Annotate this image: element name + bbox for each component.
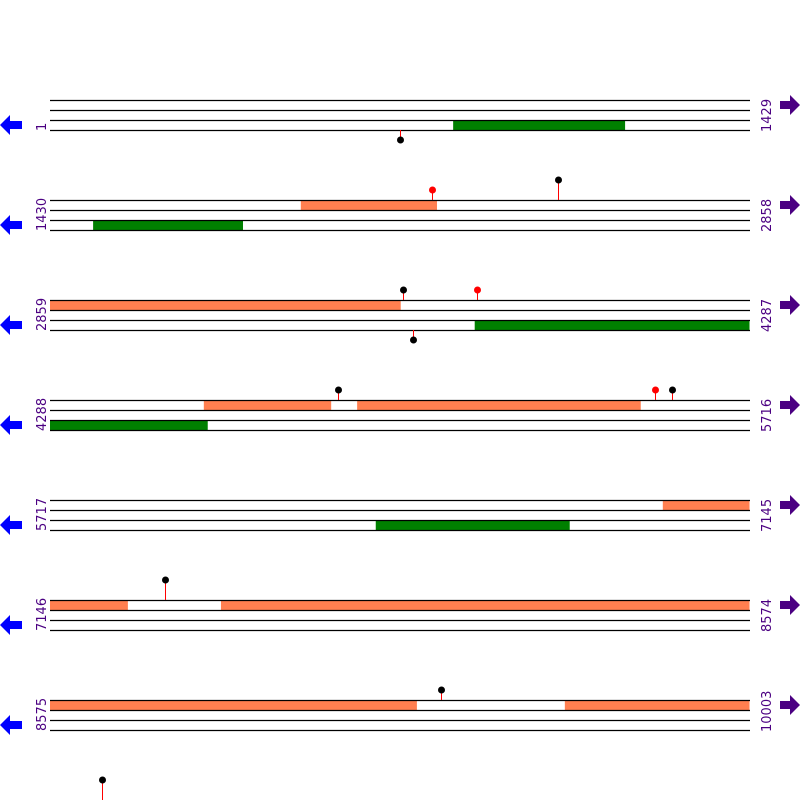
lollipop-marker	[555, 176, 562, 200]
left-arrow-icon	[0, 115, 22, 135]
forward-feature-bar	[300, 200, 437, 210]
row-end-label: 5716	[760, 399, 775, 432]
row-end-label: 10003	[760, 691, 775, 732]
lollipop-head	[429, 186, 436, 194]
lollipop-head	[438, 686, 445, 694]
forward-feature-bar	[220, 600, 750, 610]
lollipop-head	[162, 576, 169, 584]
lollipop-head	[669, 386, 676, 394]
row-end-label: 7145	[760, 499, 775, 532]
forward-feature-bar	[50, 300, 401, 310]
left-arrow-icon	[0, 215, 22, 235]
right-arrow-icon	[780, 495, 800, 515]
sequence-row: 1 1429	[0, 95, 800, 144]
forward-feature-bar	[662, 500, 750, 510]
lollipop-head	[400, 286, 407, 294]
lollipop-head	[99, 776, 106, 784]
lollipop-head	[474, 286, 481, 294]
lollipop-marker	[410, 330, 417, 344]
lollipop-marker	[397, 130, 404, 144]
lollipop-marker	[400, 286, 407, 300]
right-arrow-icon	[780, 695, 800, 715]
right-arrow-icon	[780, 595, 800, 615]
right-arrow-icon	[780, 95, 800, 115]
sequence-row: 2859 4287	[0, 286, 800, 344]
row-end-label: 2858	[760, 199, 775, 232]
reverse-feature-bar	[453, 120, 626, 130]
left-arrow-icon	[0, 515, 22, 535]
sequence-row: 5717 7145	[0, 495, 800, 535]
sequence-row: 4288 5716	[0, 386, 800, 435]
row-start-label: 1	[35, 123, 50, 131]
left-arrow-icon	[0, 415, 22, 435]
row-start-label: 1430	[35, 198, 50, 231]
lollipop-head	[652, 386, 659, 394]
lollipop-marker	[99, 776, 106, 800]
lollipop-marker	[669, 386, 676, 400]
lollipop-marker	[474, 286, 481, 300]
right-arrow-icon	[780, 395, 800, 415]
sequence-row: 7146 8574	[0, 576, 800, 635]
lollipop-head	[335, 386, 342, 394]
lollipop-marker	[162, 576, 169, 600]
right-arrow-icon	[780, 195, 800, 215]
sequence-row: 1430 2858	[0, 176, 800, 235]
row-end-label: 8574	[760, 599, 775, 632]
row-start-label: 5717	[35, 498, 50, 531]
lollipop-head	[555, 176, 562, 184]
row-start-label: 2859	[35, 298, 50, 331]
lollipop-marker	[438, 686, 445, 700]
row-end-label: 4287	[760, 299, 775, 332]
forward-feature-bar	[203, 400, 332, 410]
sequence-row	[99, 776, 106, 800]
reverse-feature-bar	[375, 520, 570, 530]
left-arrow-icon	[0, 315, 22, 335]
forward-feature-bar	[564, 700, 750, 710]
left-arrow-icon	[0, 715, 22, 735]
row-end-label: 1429	[760, 99, 775, 132]
sequence-row: 8575 10003	[0, 686, 800, 735]
forward-feature-bar	[50, 600, 128, 610]
lollipop-marker	[429, 186, 436, 200]
lollipop-head	[410, 336, 417, 344]
row-start-label: 8575	[35, 698, 50, 731]
forward-feature-bar	[50, 700, 417, 710]
lollipop-head	[397, 136, 404, 144]
left-arrow-icon	[0, 615, 22, 635]
lollipop-marker	[652, 386, 659, 400]
reverse-feature-bar	[93, 220, 244, 230]
right-arrow-icon	[780, 295, 800, 315]
row-start-label: 7146	[35, 598, 50, 631]
row-start-label: 4288	[35, 398, 50, 431]
reverse-feature-bar	[50, 420, 208, 430]
forward-feature-bar	[357, 400, 641, 410]
lollipop-marker	[335, 386, 342, 400]
reverse-feature-bar	[474, 320, 750, 330]
